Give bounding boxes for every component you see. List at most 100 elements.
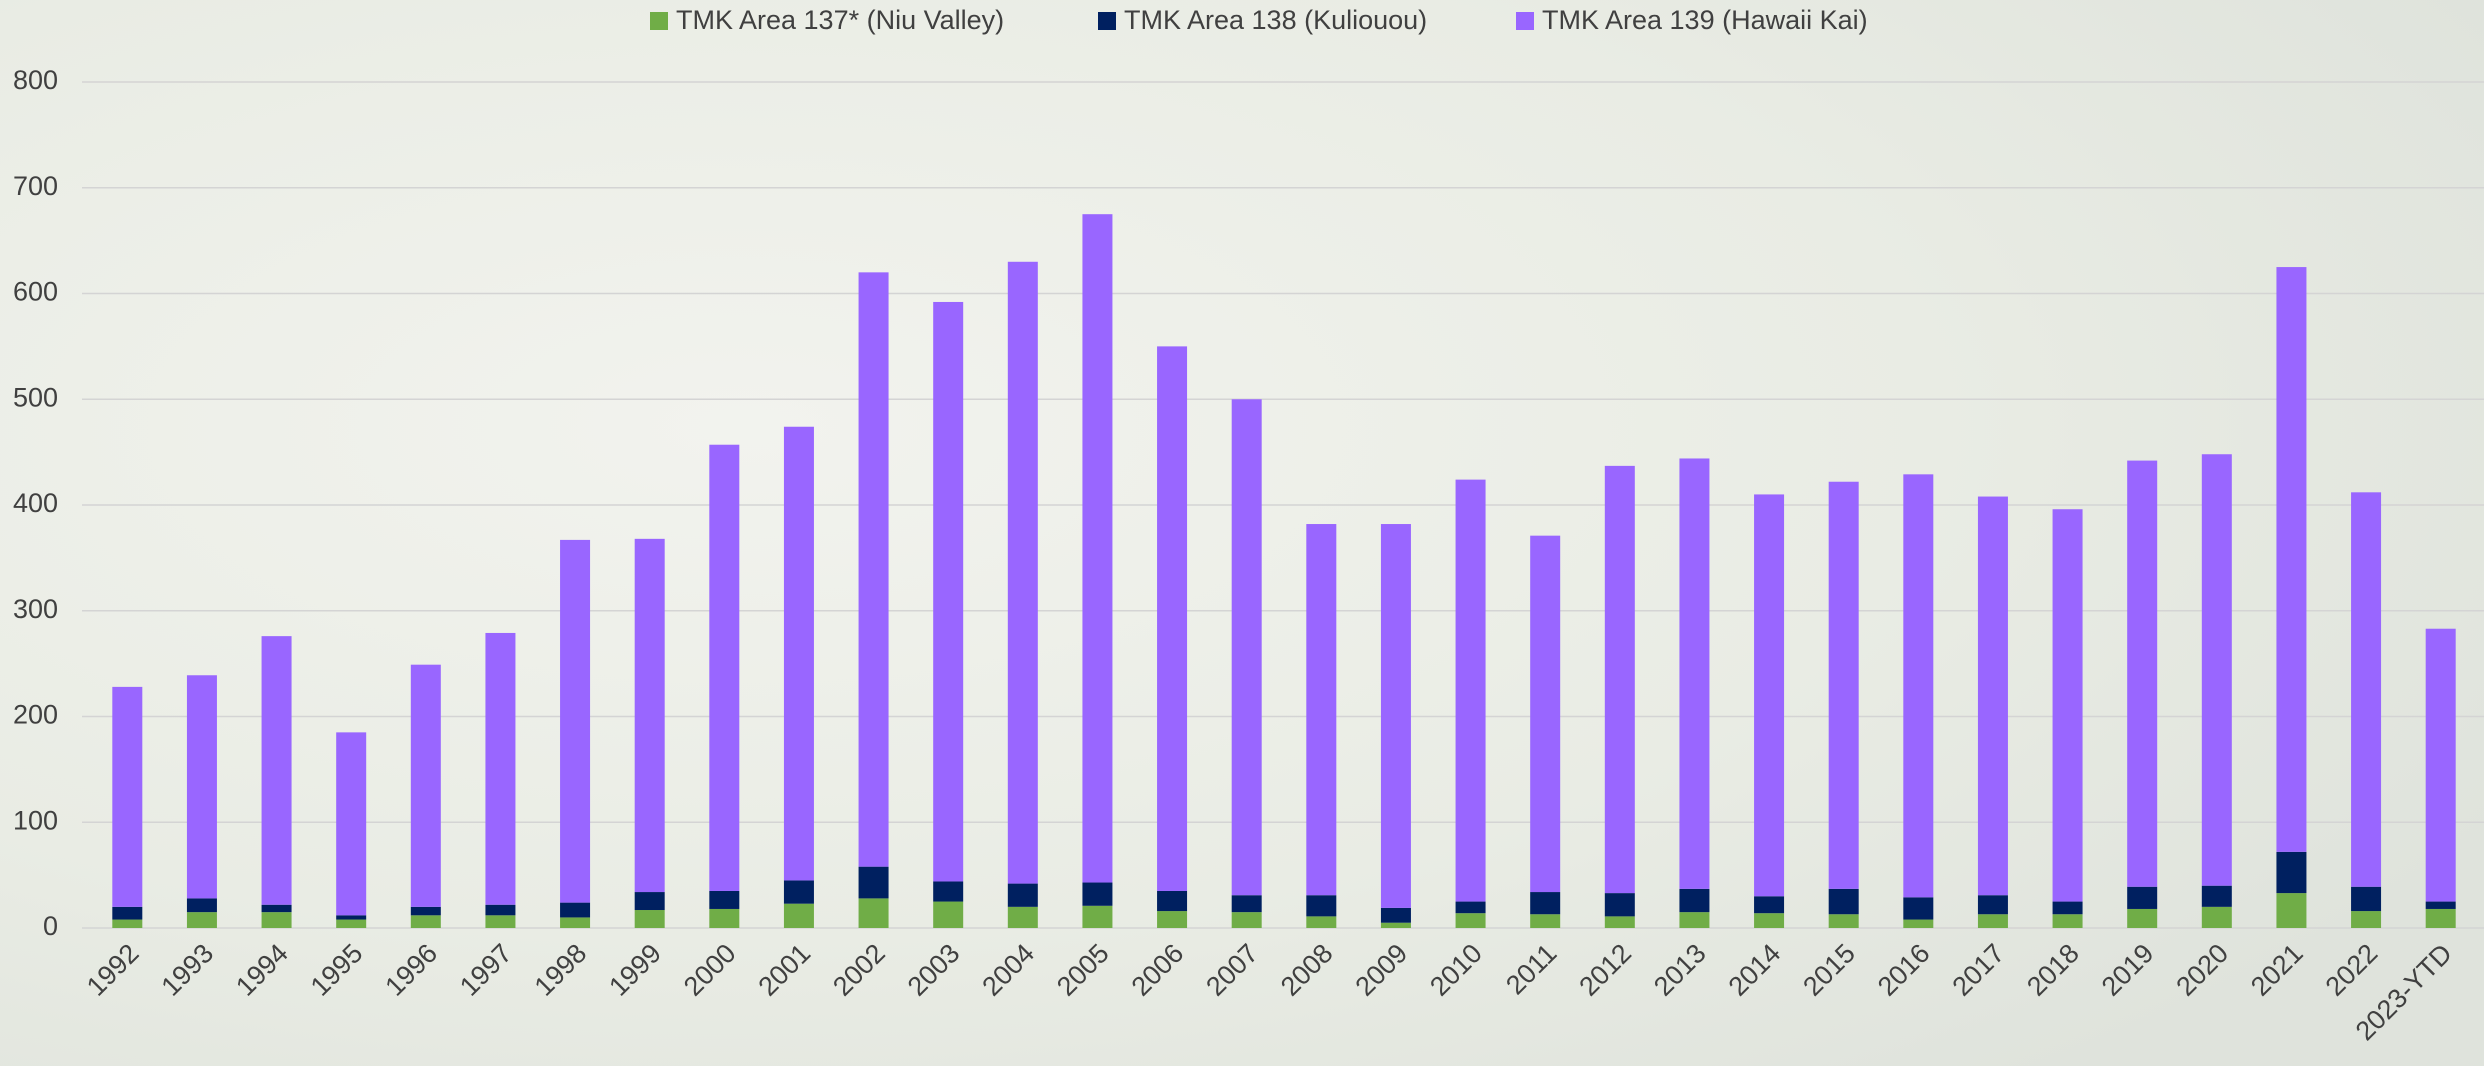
legend: TMK Area 137* (Niu Valley) TMK Area 138 (… [650,5,1868,35]
bar-segment [186,912,217,928]
bar-segment [1380,907,1411,923]
bar-segment [410,915,441,928]
bar-segment [112,919,143,928]
bar-segment [261,904,292,913]
bar-segment [1604,916,1635,928]
bars [112,214,2456,928]
bar-segment [1754,494,1785,897]
bar-segment [485,904,516,916]
bar-segment [1007,883,1038,907]
bar-segment [261,636,292,905]
legend-label: TMK Area 138 (Kuliouou) [1124,5,1427,35]
bar-segment [858,898,889,928]
legend-swatch [1516,12,1534,30]
bar-segment [1754,913,1785,928]
bar-segment [933,901,964,928]
bar-segment [112,906,143,920]
bar-segment [1082,882,1113,906]
bar-segment [2351,886,2382,912]
bar-segment [858,272,889,867]
bar-segment [410,906,441,916]
bar-segment [1157,890,1188,912]
y-tick-label: 800 [13,65,58,95]
bar-segment [2127,460,2158,887]
bar-segment [1231,895,1262,913]
bar-segment [560,917,591,928]
y-tick-label: 400 [13,488,58,518]
bar-segment [485,915,516,928]
bar-segment [1828,481,1859,889]
bar-segment [1007,906,1038,928]
bar-segment [1977,496,2008,896]
bar-segment [1306,895,1337,917]
bar-segment [2201,906,2232,928]
bar-segment [1306,916,1337,928]
bar-segment [1903,474,1934,898]
legend-label: TMK Area 137* (Niu Valley) [676,5,1004,35]
bar-segment [560,539,591,903]
bar-segment [2425,628,2456,902]
bar-segment [709,444,740,891]
bar-segment [560,902,591,918]
bar-segment [2127,908,2158,928]
bar-segment [2425,901,2456,909]
bar-segment [1679,912,1710,928]
bar-segment [933,301,964,882]
bar-segment [2201,885,2232,907]
y-tick-label: 600 [13,277,58,307]
y-tick-label: 300 [13,594,58,624]
bar-segment [1903,919,1934,928]
bar-segment [1306,524,1337,896]
bar-segment [2276,851,2307,894]
bar-segment [1231,399,1262,896]
bar-segment [1604,893,1635,917]
legend-label: TMK Area 139 (Hawaii Kai) [1542,5,1868,35]
bar-segment [1231,912,1262,928]
bar-segment [2127,886,2158,909]
bar-segment [2425,908,2456,928]
bar-segment [2052,914,2083,928]
bar-segment [634,538,665,893]
bar-segment [336,915,367,920]
bar-segment [634,892,665,911]
bar-segment [186,675,217,899]
bar-segment [336,732,367,916]
bar-segment [261,912,292,928]
bar-segment [709,908,740,928]
bar-segment [1530,892,1561,915]
bar-segment [2351,492,2382,887]
bar-segment [2351,911,2382,928]
bar-segment [1455,479,1486,902]
bar-segment [1530,535,1561,893]
bar-segment [1679,458,1710,889]
bar-segment [634,910,665,928]
bar-segment [2276,267,2307,852]
bar-segment [1903,897,1934,920]
y-tick-label: 200 [13,700,58,730]
bar-segment [933,881,964,902]
bar-segment [1082,214,1113,883]
bar-segment [1455,901,1486,914]
bar-segment [1828,888,1859,915]
y-tick-label: 0 [43,911,58,941]
bar-segment [1157,346,1188,891]
bar-segment [709,890,740,909]
bar-segment [186,898,217,913]
bar-segment [1828,914,1859,928]
bar-segment [783,903,814,928]
bar-segment [1530,914,1561,928]
bar-segment [1679,888,1710,913]
bar-segment [410,664,441,907]
legend-swatch [650,12,668,30]
bar-segment [1604,465,1635,894]
bar-segment [2052,901,2083,915]
bar-segment [336,919,367,928]
bar-segment [1082,905,1113,928]
bar-segment [783,880,814,904]
bar-segment [1455,913,1486,928]
bar-segment [858,866,889,899]
bar-segment [2052,509,2083,902]
bar-segment [1380,524,1411,908]
